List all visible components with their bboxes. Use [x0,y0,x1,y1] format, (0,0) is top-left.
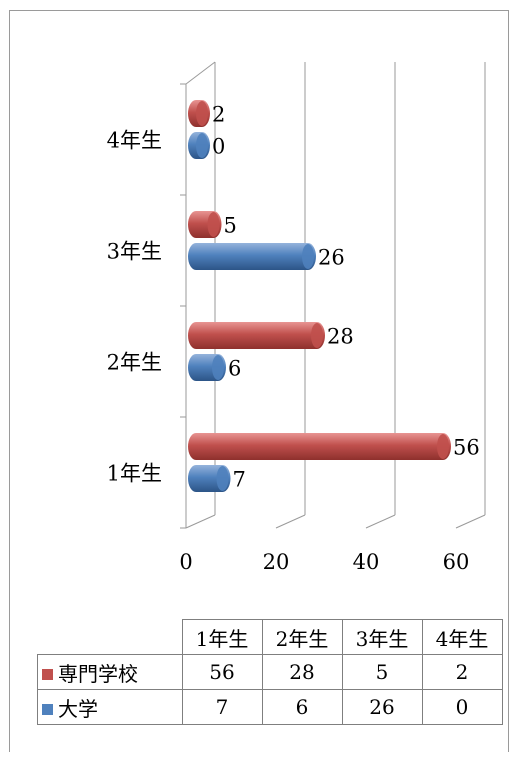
table-cell: 6 [261,689,343,725]
y-tick-label: 4年生 [107,129,162,153]
y-tick-label: 1年生 [107,462,162,486]
data-label: 0 [212,135,225,159]
table-row-header: 大学 [37,689,183,725]
data-label: 26 [318,246,345,270]
table-cell: 26 [341,689,423,725]
data-label: 6 [228,357,241,381]
bar-cap [207,212,220,237]
data-label: 7 [233,468,246,492]
x-tick-label: 60 [443,550,470,574]
table-cell: 2 [421,654,503,690]
series-name: 専門学校 [58,661,138,686]
top-slant [185,61,216,85]
legend-swatch-daigaku [42,703,53,715]
bar [188,465,231,492]
chart-frame [9,10,509,752]
data-label: 28 [327,325,354,349]
table-corner-cell [37,619,183,655]
table-row-header: 専門学校 [37,654,183,690]
table-row: 大学 7 6 26 0 [37,689,503,725]
bar [188,354,226,381]
x-tick-label: 0 [179,550,192,574]
x-tick-label: 20 [263,550,290,574]
table-header-cell: 4年生 [421,619,503,655]
bar-cap [212,355,224,380]
data-label: 2 [212,103,225,127]
bar [188,132,210,159]
table-cell: 5 [341,654,423,690]
floor-line [275,514,306,529]
bar [188,211,222,238]
table-header-cell: 2年生 [261,619,343,655]
table-row: 専門学校 56 28 5 2 [37,654,503,690]
y-tick-label: 3年生 [107,240,162,264]
bar-cap [196,133,208,158]
legend-swatch-senmon [42,668,53,680]
table-cell: 0 [421,689,503,725]
x-tick-label: 40 [353,550,380,574]
data-label: 5 [224,214,237,238]
bar-body [188,322,325,349]
bar-body [188,433,451,460]
bar-cap [216,466,229,491]
data-label: 56 [453,436,480,460]
table-header-row: 1年生 2年生 3年生 4年生 [37,619,503,655]
bar-cap [302,244,314,269]
table-header-cell: 1年生 [181,619,263,655]
bar-cap [437,434,449,459]
floor-line [455,514,486,529]
bar [188,100,210,127]
table-cell: 28 [261,654,343,690]
bar-cap [311,323,323,348]
floor-line [365,514,396,529]
bar-cap [196,101,208,126]
table-cell: 56 [181,654,263,690]
series-name: 大学 [58,696,98,721]
data-table: 1年生 2年生 3年生 4年生 専門学校 56 28 5 2 大学 7 6 26… [37,619,503,725]
table-cell: 7 [181,689,263,725]
bar-body [188,243,316,270]
table-header-cell: 3年生 [341,619,423,655]
bar [188,322,325,349]
bar [188,433,451,460]
y-tick-label: 2年生 [107,351,162,375]
bar [188,243,316,270]
floor-line [185,514,216,529]
chart-bars [188,100,451,492]
